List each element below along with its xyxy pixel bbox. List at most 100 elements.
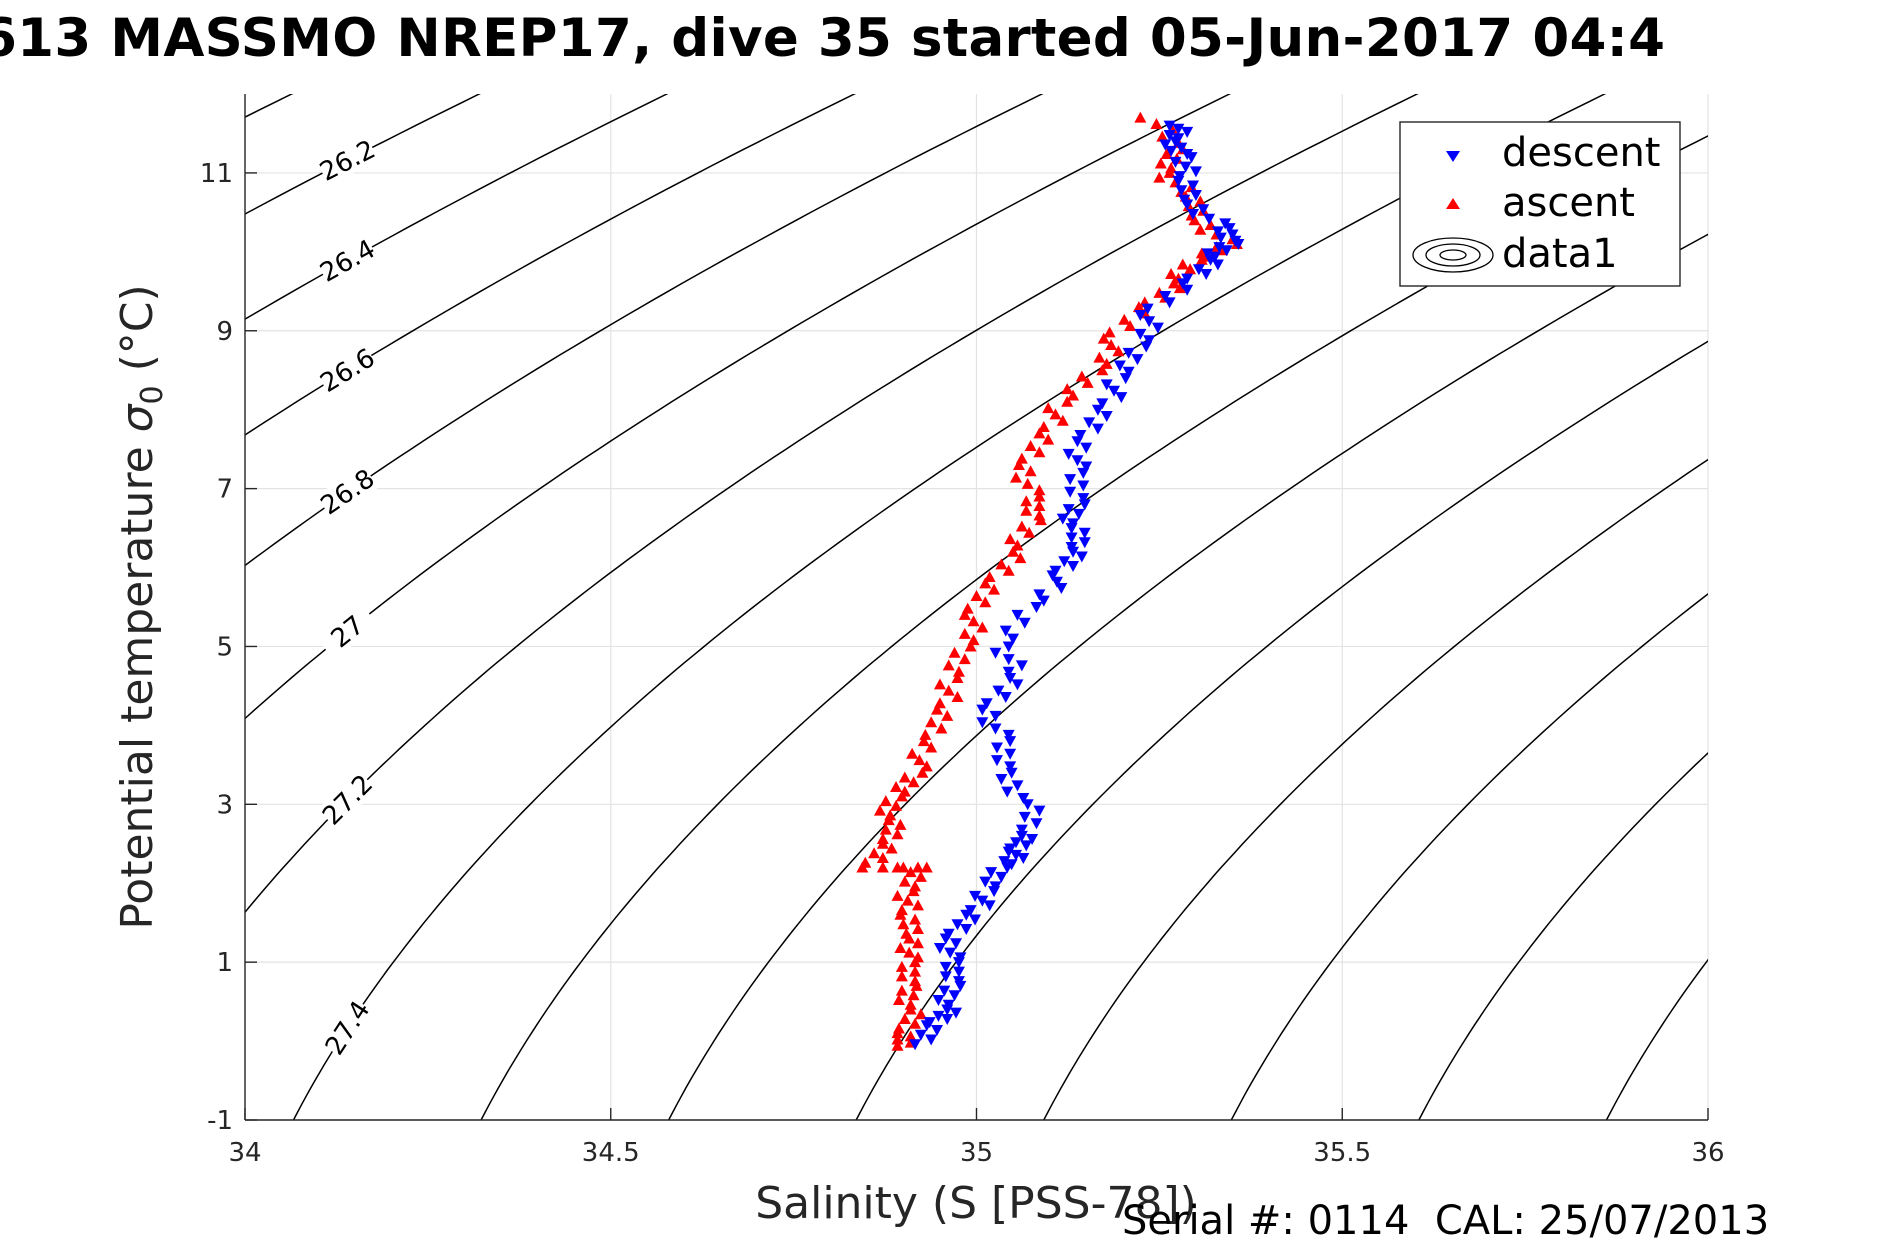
descent-point: [933, 942, 946, 954]
y-ticks: -1 1 3 5 7 9 11: [200, 159, 257, 1136]
ascent-point: [1034, 514, 1047, 526]
legend-marker-contour: [1412, 237, 1494, 273]
descent-point: [995, 871, 1008, 883]
ascent-point: [891, 889, 904, 901]
ascent-point: [891, 1039, 904, 1051]
ascent-point: [876, 851, 889, 863]
descent-point: [1115, 392, 1128, 404]
ascent-point: [876, 837, 889, 849]
descent-point: [1077, 467, 1090, 479]
descent-point: [1113, 360, 1126, 372]
ascent-point: [895, 960, 908, 972]
descent-point: [1017, 792, 1030, 804]
descent-point: [1004, 673, 1017, 685]
ascent-point: [911, 937, 924, 949]
ascent-point: [904, 1030, 917, 1042]
ascent-point: [876, 861, 889, 873]
descent-point: [1017, 852, 1030, 864]
descent-point: [976, 895, 989, 907]
descent-point: [1015, 660, 1028, 672]
descent-point: [1002, 641, 1015, 653]
ascent-point: [967, 615, 980, 627]
ascent-point: [1012, 458, 1025, 470]
descent-point: [990, 742, 1003, 754]
descent-point: [941, 1013, 954, 1025]
ascent-point: [1011, 539, 1024, 551]
ascent-point: [1067, 389, 1080, 401]
ascent-point: [1023, 526, 1036, 538]
ascent-point: [1061, 395, 1074, 407]
descent-point: [1065, 532, 1078, 544]
ascent-point: [979, 596, 992, 608]
ascent-point: [1020, 504, 1033, 516]
descent-point: [1005, 767, 1018, 779]
ascent-point: [1118, 313, 1131, 325]
ascent-point: [1184, 263, 1197, 275]
descent-point: [1021, 799, 1034, 811]
descent-point: [1004, 748, 1017, 760]
descent-point: [1030, 818, 1043, 830]
descent-point: [1163, 130, 1176, 142]
descent-point: [1011, 679, 1024, 691]
descent-point: [1056, 513, 1069, 525]
ascent-point: [914, 1008, 927, 1020]
contour-line: [1418, 752, 1708, 1120]
descent-point: [1067, 560, 1080, 572]
descent-point: [930, 1025, 943, 1037]
descent-point: [989, 710, 1002, 722]
descent-point: [1011, 609, 1024, 621]
descent-point: [944, 947, 957, 959]
descent-point: [1015, 830, 1028, 842]
ascent-point: [942, 684, 955, 696]
descent-point: [1201, 248, 1214, 260]
descent-point: [914, 1029, 927, 1041]
descent-point: [1213, 242, 1226, 254]
ascent-point: [891, 828, 904, 840]
descent-point: [1169, 156, 1182, 168]
descent-point: [1096, 398, 1109, 410]
descent-point: [1018, 811, 1031, 823]
ascent-point: [1021, 477, 1034, 489]
descent-point: [989, 647, 1002, 659]
contour-line: [292, 94, 1607, 1120]
y-tick-label: 1: [216, 948, 233, 978]
descent-point: [954, 980, 967, 992]
ascent-point: [958, 653, 971, 665]
ascent-point: [1056, 414, 1069, 426]
descent-point: [1091, 423, 1104, 435]
descent-point: [1001, 862, 1014, 874]
ascent-point: [1103, 326, 1116, 338]
ascent-point: [983, 571, 996, 583]
descent-point: [1077, 493, 1090, 505]
descent-point: [952, 957, 965, 969]
descent-point: [1141, 303, 1154, 315]
descent-point: [1214, 232, 1227, 244]
descent-point: [992, 685, 1005, 697]
y-tick-label: -1: [207, 1106, 233, 1136]
descent-point: [1200, 268, 1213, 280]
ascent-point: [909, 913, 922, 925]
descent-point: [1134, 309, 1147, 321]
ascent-point: [1163, 166, 1176, 178]
ascent-point: [1100, 357, 1113, 369]
ascent-point: [892, 994, 905, 1006]
descent-point: [1232, 238, 1245, 250]
descent-point: [976, 717, 989, 729]
ascent-point: [952, 665, 965, 677]
ascent-point: [964, 640, 977, 652]
descent-point: [1033, 805, 1046, 817]
ascent-point: [873, 804, 886, 816]
descent-point: [976, 704, 989, 716]
descent-point: [969, 890, 982, 902]
descent-point: [980, 698, 993, 710]
descent-point: [1119, 373, 1132, 385]
ascent-point: [1176, 258, 1189, 270]
ascent-point: [879, 795, 892, 807]
descent-point: [1175, 142, 1188, 154]
ascent-point: [898, 875, 911, 887]
x-tick-label: 34: [228, 1138, 261, 1168]
descent-point: [1015, 824, 1028, 836]
ascent-point: [910, 979, 923, 991]
ascent-point: [1033, 427, 1046, 439]
descent-point: [1007, 633, 1020, 645]
